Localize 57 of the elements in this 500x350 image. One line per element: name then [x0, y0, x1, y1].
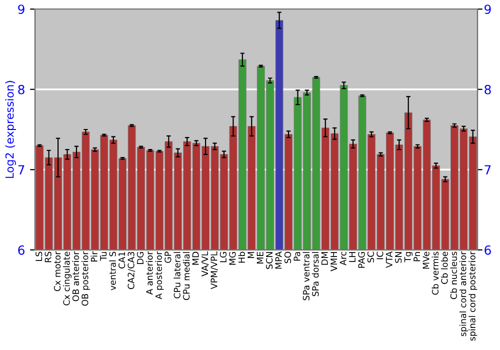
x-tick-label: CA2/CA3 [128, 252, 136, 290]
x-tick-label: MG [229, 252, 236, 265]
x-tick-label: RS [44, 252, 52, 262]
y2-tick-label: 8 [484, 84, 491, 94]
x-tick-label: MD [192, 252, 199, 265]
x-tick-label: Pir [90, 251, 98, 262]
x-tick-label: PAG [358, 252, 365, 268]
x-tick-label: Tg [404, 252, 413, 262]
x-tick-label: CA1 [118, 252, 126, 268]
y2-tick-label: 7 [484, 165, 491, 174]
y-tick-label: 6 [18, 245, 24, 255]
x-tick-label: MPA [275, 251, 282, 269]
x-tick-label: Pa [294, 252, 300, 261]
x-tick-label: SPa ventral [302, 252, 310, 300]
x-tick-label: LH [349, 252, 356, 262]
x-tick-label: MVe [422, 252, 430, 269]
x-tick-label: VMH [330, 252, 338, 272]
x-tick-label: spinal cord anterior [459, 251, 468, 336]
x-tick-label: ventral S [109, 252, 116, 290]
x-tick-label: SCN [266, 252, 273, 269]
y-tick-label: 9 [18, 4, 24, 14]
x-tick-label: DM [321, 252, 328, 265]
x-tick-label: OB anterior [72, 251, 80, 302]
x-tick-label: A anterior [146, 251, 153, 295]
x-tick-label: LS [36, 252, 42, 261]
x-tick-label: VTA [386, 251, 392, 268]
x-tick-label: IC [376, 252, 384, 260]
y2-tick-label: 9 [484, 4, 491, 14]
x-tick-label: spinal cord posterior [468, 251, 478, 341]
x-tick-label: A posterior [155, 251, 164, 300]
x-tick-label: VA/VL [202, 251, 209, 276]
y2-tick-label: 6 [484, 245, 491, 255]
x-tick-label: VPM/VPL [210, 251, 218, 290]
x-tick-label: SO [284, 252, 292, 264]
x-tick-label: M [248, 252, 254, 258]
x-tick-label: Pn [414, 252, 420, 262]
x-tick-label: CPu lateral [174, 252, 180, 298]
x-tick-label: Tu [100, 252, 107, 261]
y-axis-title: Log2 (expression) [5, 80, 16, 178]
x-tick-label: Cb vermis [432, 252, 439, 295]
x-tick-label: Cx motor [54, 251, 61, 292]
x-tick-label: SPa dorsal [312, 252, 319, 296]
x-tick-label: SC [367, 252, 374, 262]
y-tick-label: 7 [18, 165, 24, 174]
x-tick-label: GP [164, 252, 172, 263]
x-tick-label: OB posterior [81, 251, 90, 306]
y-tick-label: 8 [18, 84, 24, 94]
x-tick-label: Arc [340, 252, 346, 266]
x-tick-label: SN [395, 252, 402, 263]
x-tick-label: Hb [238, 252, 245, 263]
x-tick-label: Cb lobe [441, 252, 448, 284]
x-tick-label: Cb nucleus [450, 252, 457, 300]
x-tick-label: DG [136, 252, 144, 264]
x-tick-label: CPu medial [182, 252, 190, 300]
x-tick-label: LG [220, 252, 227, 262]
x-tick-label: ME [256, 252, 264, 264]
x-tick-label: Cx cingulate [63, 252, 72, 306]
